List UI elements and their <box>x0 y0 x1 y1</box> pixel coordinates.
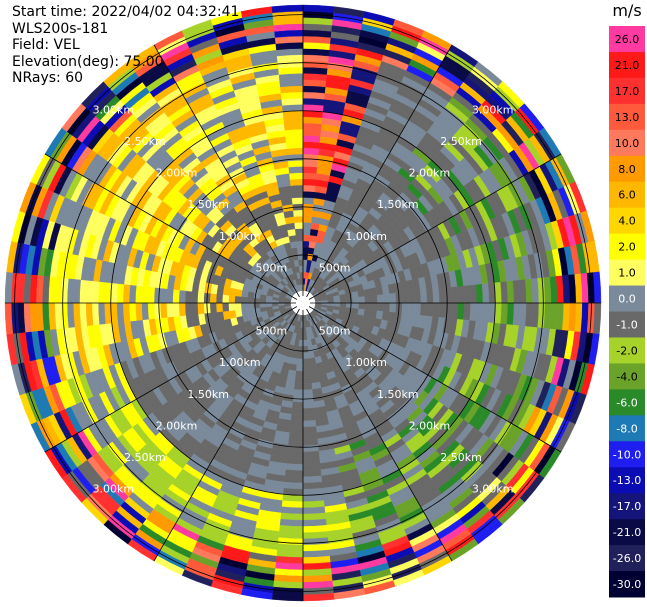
scan-info-panel: Start time: 2022/04/02 04:32:41 WLS200s-… <box>12 4 239 87</box>
colorbar-tick-label: -2.0 <box>616 344 637 357</box>
colorbar-tick-label: 13.0 <box>615 111 640 124</box>
colorbar-tick-label: -6.0 <box>616 396 637 409</box>
colorbar-tick-label: 6.0 <box>618 189 636 202</box>
colorbar-tick-label: 2.0 <box>618 241 636 254</box>
colorbar-tick-label: -4.0 <box>616 370 637 383</box>
colorbar-tick-label: -26.0 <box>613 552 641 565</box>
colorbar-tick-label: -21.0 <box>613 526 641 539</box>
colorbar-tick-label: 0.0 <box>618 293 636 306</box>
colorbar-tick-label: 17.0 <box>615 85 640 98</box>
colorbar-tick-label: 21.0 <box>615 59 640 72</box>
colorbar-tick-label: -13.0 <box>613 474 641 487</box>
colorbar-tick-label: 1.0 <box>618 267 636 280</box>
field-label: Field: VEL <box>12 37 80 53</box>
colorbar-tick-label: -17.0 <box>613 500 641 513</box>
nrays-label: NRays: 60 <box>12 70 84 86</box>
colorbar-tick-label: -30.0 <box>613 578 641 591</box>
start-time-label: Start time: 2022/04/02 04:32:41 <box>12 4 240 20</box>
elevation-label: Elevation(deg): 75.00 <box>12 53 164 70</box>
colorbar-tick-label: 4.0 <box>618 215 636 228</box>
colorbar-tick-label: 10.0 <box>615 137 640 150</box>
colorbar-tick-label: -1.0 <box>616 318 637 331</box>
colorbar-tick-label: 26.0 <box>615 33 640 46</box>
colorbar-unit: m/s <box>612 1 641 20</box>
velocity-cells <box>4 4 602 602</box>
colorbar-tick-label: -8.0 <box>616 422 637 435</box>
colorbar-tick-label: 8.0 <box>618 163 636 176</box>
colorbar-tick-label: -10.0 <box>613 448 641 461</box>
instrument-label: WLS200s-181 <box>12 20 109 37</box>
